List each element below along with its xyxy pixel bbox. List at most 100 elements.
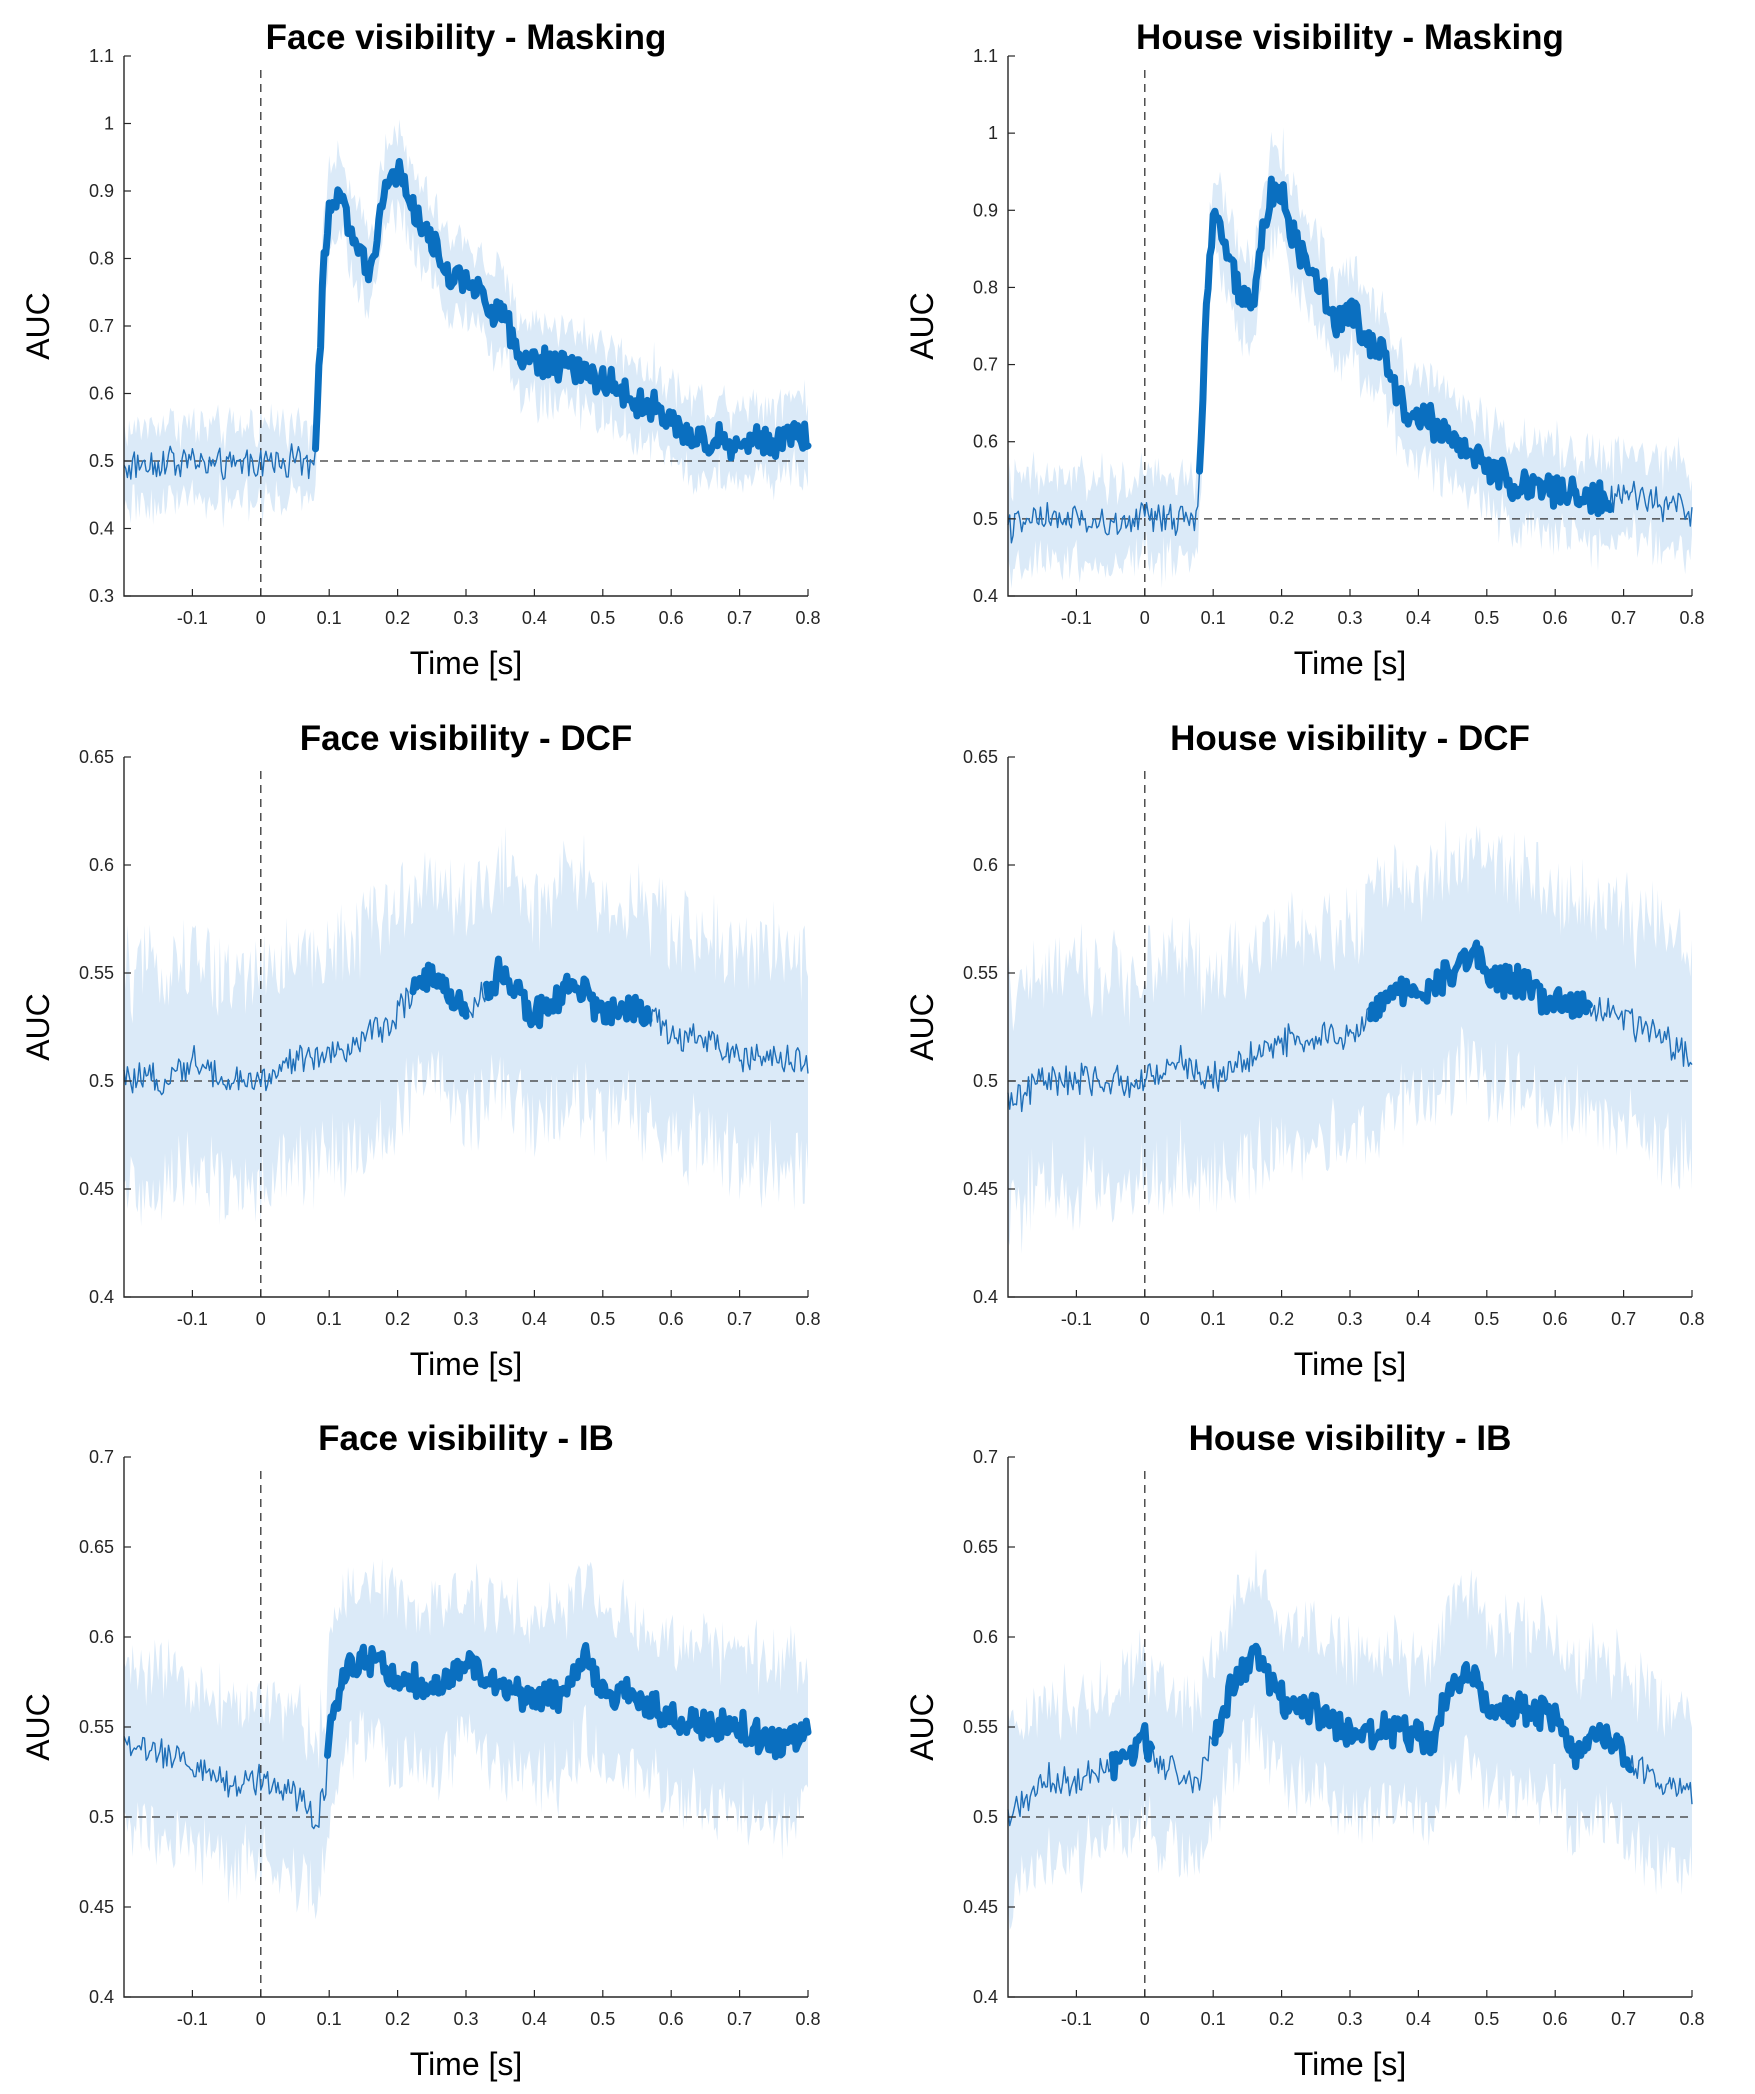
x-tick-label: 0.2 bbox=[1269, 2009, 1294, 2029]
y-tick-label: 0.45 bbox=[79, 1179, 114, 1199]
y-tick-label: 0.5 bbox=[973, 1807, 998, 1827]
y-tick-label: 0.4 bbox=[89, 1987, 114, 2007]
y-tick-label: 0.55 bbox=[79, 963, 114, 983]
y-tick-label: 0.5 bbox=[89, 1071, 114, 1091]
confidence-band bbox=[1008, 820, 1692, 1254]
y-tick-label: 0.6 bbox=[973, 855, 998, 875]
significant-segment-1 bbox=[1367, 939, 1593, 1023]
x-tick-label: 0.1 bbox=[317, 608, 342, 628]
x-tick-label: -0.1 bbox=[1061, 1309, 1092, 1329]
significant-segment-1 bbox=[1108, 1722, 1156, 1782]
x-tick-label: 0.1 bbox=[317, 1309, 342, 1329]
y-tick-label: 1 bbox=[988, 123, 998, 143]
panel-4: 0.4 0.45 0.5 0.55 0.6 0.65 -0.1 0 0.1 0.2 0.3 0.4 0.… bbox=[904, 719, 1705, 1382]
y-tick-label: 0.3 bbox=[89, 586, 114, 606]
x-tick-label: 0.4 bbox=[1406, 608, 1431, 628]
y-tick-label: 0.6 bbox=[973, 1627, 998, 1647]
x-tick-label: 0.4 bbox=[1406, 1309, 1431, 1329]
chart-title: House visibility - DCF bbox=[1170, 719, 1530, 758]
x-tick-label: 0.4 bbox=[522, 2009, 547, 2029]
x-tick-label: 0.8 bbox=[1679, 608, 1704, 628]
x-axis-label: Time [s] bbox=[410, 645, 523, 681]
x-tick-label: 0.3 bbox=[1337, 1309, 1362, 1329]
x-tick-label: -0.1 bbox=[177, 1309, 208, 1329]
y-axis-label: AUC bbox=[904, 292, 940, 360]
axes bbox=[123, 56, 808, 597]
chart-title: Face visibility - IB bbox=[318, 1419, 614, 1458]
x-tick-label: -0.1 bbox=[1061, 2009, 1092, 2029]
y-tick-label: 0.4 bbox=[89, 1287, 114, 1307]
chart-title: Face visibility - Masking bbox=[266, 18, 667, 57]
x-tick-label: 0 bbox=[1140, 1309, 1150, 1329]
x-tick-label: 0.3 bbox=[1337, 608, 1362, 628]
y-tick-label: 0.9 bbox=[89, 181, 114, 201]
x-tick-label: 0.7 bbox=[1611, 1309, 1636, 1329]
x-tick-label: 0.7 bbox=[1611, 608, 1636, 628]
significant-segment-1 bbox=[324, 1642, 812, 1761]
x-tick-label: 0.8 bbox=[795, 2009, 820, 2029]
x-tick-label: 0.4 bbox=[522, 608, 547, 628]
panel-5: 0.4 0.45 0.5 0.55 0.6 0.65 0.7 -0.1 0 0.1 0.2 0.3 0.… bbox=[20, 1419, 821, 2082]
y-tick-label: 0.4 bbox=[973, 586, 998, 606]
x-tick-label: 0.8 bbox=[795, 608, 820, 628]
x-tick-label: -0.1 bbox=[177, 608, 208, 628]
confidence-band bbox=[124, 1558, 808, 1920]
y-tick-label: 0.45 bbox=[963, 1897, 998, 1917]
chart-title: House visibility - Masking bbox=[1136, 18, 1564, 57]
x-tick-label: 0 bbox=[256, 2009, 266, 2029]
x-tick-label: 0.8 bbox=[1679, 1309, 1704, 1329]
y-tick-label: 0.4 bbox=[973, 1287, 998, 1307]
y-axis-label: AUC bbox=[20, 292, 56, 360]
panel-2: 0.4 0.5 0.6 0.7 0.8 0.9 1 1.1 -0.1 0 0.1 0.2 0.3 0.4 0… bbox=[904, 18, 1705, 681]
chart-title: House visibility - IB bbox=[1189, 1419, 1512, 1458]
y-tick-label: 1.1 bbox=[89, 46, 114, 66]
x-tick-label: 0.6 bbox=[1543, 608, 1568, 628]
y-tick-label: 0.7 bbox=[973, 355, 998, 375]
x-tick-label: 0.5 bbox=[590, 608, 615, 628]
y-tick-label: 0.7 bbox=[89, 1447, 114, 1467]
y-axis-label: AUC bbox=[20, 1693, 56, 1761]
y-tick-label: 0.6 bbox=[89, 384, 114, 404]
panel-3: 0.4 0.45 0.5 0.55 0.6 0.65 -0.1 0 0.1 0.2 0.3 0.4 0.… bbox=[20, 719, 821, 1382]
x-tick-label: 0.2 bbox=[385, 1309, 410, 1329]
x-tick-label: 0.1 bbox=[1201, 2009, 1226, 2029]
y-tick-label: 0.45 bbox=[963, 1179, 998, 1199]
x-axis-label: Time [s] bbox=[1294, 2046, 1407, 2082]
x-tick-label: 0 bbox=[1140, 608, 1150, 628]
y-tick-label: 0.65 bbox=[963, 747, 998, 767]
x-tick-label: 0.4 bbox=[522, 1309, 547, 1329]
y-tick-label: 0.5 bbox=[973, 1071, 998, 1091]
x-tick-label: 0 bbox=[1140, 2009, 1150, 2029]
y-tick-label: 0.65 bbox=[963, 1537, 998, 1557]
x-tick-label: 0.7 bbox=[727, 608, 752, 628]
y-tick-label: 0.55 bbox=[963, 1717, 998, 1737]
x-tick-label: 0.5 bbox=[1474, 2009, 1499, 2029]
y-tick-label: 0.9 bbox=[973, 200, 998, 220]
y-tick-label: 0.6 bbox=[89, 1627, 114, 1647]
y-tick-label: 0.55 bbox=[79, 1717, 114, 1737]
confidence-band bbox=[124, 119, 808, 529]
y-tick-label: 0.6 bbox=[89, 855, 114, 875]
x-tick-label: 0.6 bbox=[659, 608, 684, 628]
y-tick-label: 0.7 bbox=[89, 316, 114, 336]
panel-1: 0.3 0.4 0.5 0.6 0.7 0.8 0.9 1 1.1 -0.1 0 0.1 0.2 0.3 0… bbox=[20, 18, 821, 681]
x-tick-label: 0 bbox=[256, 608, 266, 628]
x-tick-label: 0.6 bbox=[659, 1309, 684, 1329]
significant-segment-1 bbox=[409, 961, 470, 1020]
x-tick-label: 0 bbox=[256, 1309, 266, 1329]
x-tick-label: 0.6 bbox=[659, 2009, 684, 2029]
x-tick-label: 0.3 bbox=[453, 1309, 478, 1329]
confidence-band bbox=[124, 826, 808, 1227]
y-tick-label: 0.5 bbox=[973, 509, 998, 529]
x-tick-label: 0.8 bbox=[795, 1309, 820, 1329]
x-tick-label: 0.3 bbox=[453, 2009, 478, 2029]
y-tick-label: 0.4 bbox=[89, 519, 114, 539]
y-axis-label: AUC bbox=[904, 1693, 940, 1761]
y-tick-label: 0.45 bbox=[79, 1897, 114, 1917]
x-tick-label: 0.5 bbox=[590, 1309, 615, 1329]
y-tick-label: 0.7 bbox=[973, 1447, 998, 1467]
x-tick-label: 0.2 bbox=[385, 608, 410, 628]
y-tick-label: 0.4 bbox=[973, 1987, 998, 2007]
x-tick-label: 0.1 bbox=[1201, 1309, 1226, 1329]
y-tick-label: 0.6 bbox=[973, 432, 998, 452]
